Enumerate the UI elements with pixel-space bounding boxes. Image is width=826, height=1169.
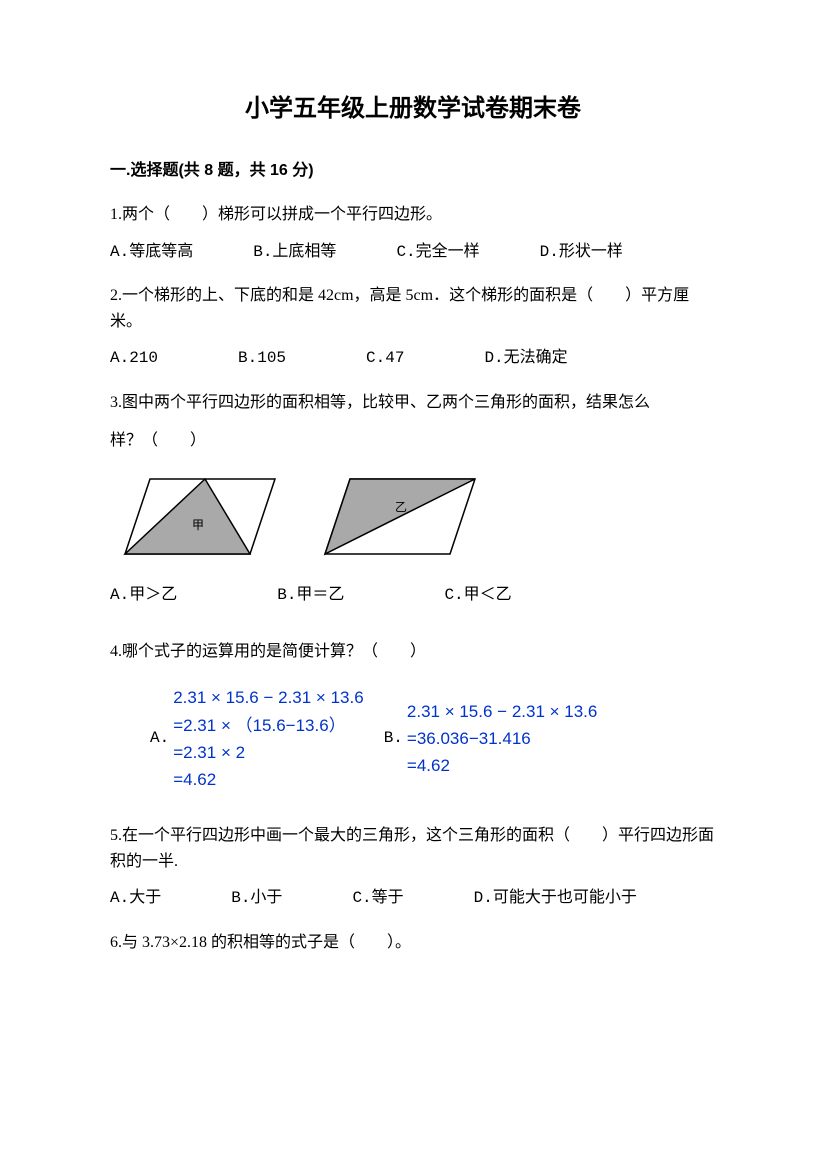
question-1: 1.两个（ ）梯形可以拼成一个平行四边形。 A.等底等高 B.上底相等 C.完全… bbox=[110, 202, 716, 265]
question-4: 4.哪个式子的运算用的是简便计算？（ ） A. 2.31 × 15.6 − 2.… bbox=[110, 639, 716, 793]
q1-option-d: D.形状一样 bbox=[540, 240, 623, 266]
q2-option-d: D.无法确定 bbox=[484, 346, 567, 372]
q2-text: 2.一个梯形的上、下底的和是 42cm，高是 5cm．这个梯形的面积是（ ）平方… bbox=[110, 283, 716, 334]
q2-option-c: C.47 bbox=[366, 346, 404, 372]
q4a-line4: =4.62 bbox=[173, 766, 363, 793]
q4b-line3: =4.62 bbox=[407, 752, 597, 779]
page-title: 小学五年级上册数学试卷期末卷 bbox=[110, 90, 716, 128]
q3-text2: 样？（ ） bbox=[110, 428, 716, 454]
q4-col-b: B. 2.31 × 15.6 − 2.31 × 13.6 =36.036−31.… bbox=[384, 698, 598, 780]
q5-option-d: D.可能大于也可能小于 bbox=[474, 886, 637, 912]
q4-col-a: A. 2.31 × 15.6 − 2.31 × 13.6 =2.31 × （15… bbox=[110, 684, 364, 793]
q4a-line1: 2.31 × 15.6 − 2.31 × 13.6 bbox=[173, 684, 363, 711]
q2-options: A.210 B.105 C.47 D.无法确定 bbox=[110, 346, 716, 372]
q5-option-b: B.小于 bbox=[231, 886, 282, 912]
q6-text: 6.与 3.73×2.18 的积相等的式子是（ ）。 bbox=[110, 930, 716, 956]
q4b-line1: 2.31 × 15.6 − 2.31 × 13.6 bbox=[407, 698, 597, 725]
q4-math-b: 2.31 × 15.6 − 2.31 × 13.6 =36.036−31.416… bbox=[407, 698, 597, 780]
parallelogram-yi: 乙 bbox=[320, 469, 480, 559]
q3-options: A.甲＞乙 B.甲＝乙 C.甲＜乙 bbox=[110, 583, 716, 609]
q4a-line3: =2.31 × 2 bbox=[173, 739, 363, 766]
q3-diagrams: 甲 乙 bbox=[120, 469, 716, 559]
q3-option-a: A.甲＞乙 bbox=[110, 583, 177, 609]
q4-label-a: A. bbox=[150, 726, 169, 752]
question-3: 3.图中两个平行四边形的面积相等，比较甲、乙两个三角形的面积，结果怎么 样？（ … bbox=[110, 390, 716, 609]
q2-option-a: A.210 bbox=[110, 346, 158, 372]
q4a-line2: =2.31 × （15.6−13.6） bbox=[173, 712, 363, 739]
q1-option-c: C.完全一样 bbox=[396, 240, 479, 266]
q3-option-c: C.甲＜乙 bbox=[444, 583, 511, 609]
q5-options: A.大于 B.小于 C.等于 D.可能大于也可能小于 bbox=[110, 886, 716, 912]
q1-option-b: B.上底相等 bbox=[253, 240, 336, 266]
q3-text1: 3.图中两个平行四边形的面积相等，比较甲、乙两个三角形的面积，结果怎么 bbox=[110, 390, 716, 416]
q5-option-a: A.大于 bbox=[110, 886, 161, 912]
question-2: 2.一个梯形的上、下底的和是 42cm，高是 5cm．这个梯形的面积是（ ）平方… bbox=[110, 283, 716, 372]
q1-text: 1.两个（ ）梯形可以拼成一个平行四边形。 bbox=[110, 202, 716, 228]
q3-option-b: B.甲＝乙 bbox=[277, 583, 344, 609]
section-header: 一.选择题(共 8 题，共 16 分) bbox=[110, 158, 716, 184]
label-jia: 甲 bbox=[192, 518, 204, 532]
q4-math-options: A. 2.31 × 15.6 − 2.31 × 13.6 =2.31 × （15… bbox=[110, 684, 716, 793]
question-6: 6.与 3.73×2.18 的积相等的式子是（ ）。 bbox=[110, 930, 716, 956]
q4-label-b: B. bbox=[384, 726, 403, 752]
q5-option-c: C.等于 bbox=[352, 886, 403, 912]
q1-options: A.等底等高 B.上底相等 C.完全一样 D.形状一样 bbox=[110, 240, 716, 266]
q4-math-a: 2.31 × 15.6 − 2.31 × 13.6 =2.31 × （15.6−… bbox=[173, 684, 363, 793]
parallelogram-jia: 甲 bbox=[120, 469, 280, 559]
q1-option-a: A.等底等高 bbox=[110, 240, 193, 266]
q5-text: 5.在一个平行四边形中画一个最大的三角形，这个三角形的面积（ ）平行四边形面积的… bbox=[110, 823, 716, 874]
q4b-line2: =36.036−31.416 bbox=[407, 725, 597, 752]
q2-option-b: B.105 bbox=[238, 346, 286, 372]
q4-text: 4.哪个式子的运算用的是简便计算？（ ） bbox=[110, 639, 716, 665]
label-yi: 乙 bbox=[395, 500, 407, 514]
question-5: 5.在一个平行四边形中画一个最大的三角形，这个三角形的面积（ ）平行四边形面积的… bbox=[110, 823, 716, 912]
